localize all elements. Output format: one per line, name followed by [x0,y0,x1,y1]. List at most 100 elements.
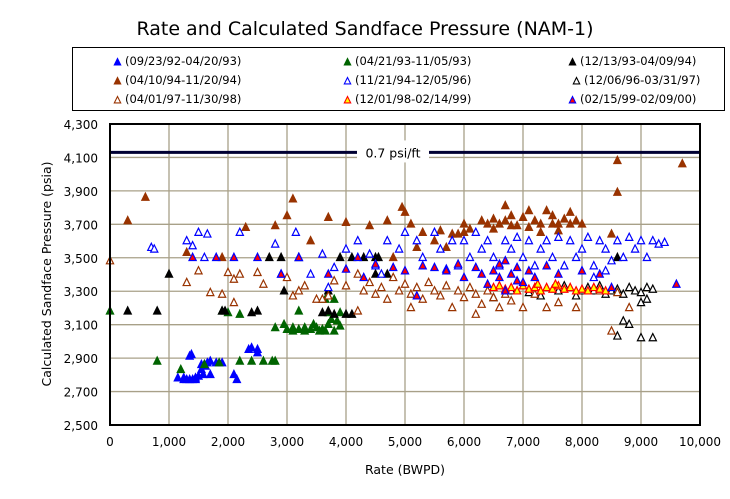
data-point [636,332,646,342]
data-point [565,206,575,216]
data-point [412,241,422,252]
data-point [547,251,558,262]
data-point [314,325,325,335]
data-point [359,285,369,295]
data-point [306,235,316,245]
data-point [542,302,552,312]
data-point [533,278,543,288]
data-point [382,215,392,225]
data-point [488,213,499,223]
data-point [193,226,204,236]
y-tick-label: 3,900 [64,185,98,199]
data-point [306,268,316,278]
data-point [459,272,469,282]
data-point [418,251,428,262]
legend-marker [568,56,577,65]
data-point [300,280,310,290]
data-point [559,213,569,223]
data-point [188,251,198,262]
data-point [332,315,342,325]
data-point [335,307,345,317]
reference-line-group: 0.7 psi/ft [110,140,700,163]
data-point [123,305,133,315]
data-point [329,261,339,272]
data-point [341,263,351,273]
data-point [429,261,440,272]
y-tick-label: 2,700 [64,386,98,400]
x-tick-label: 3,000 [270,435,304,449]
legend-marker-icon [113,56,122,65]
data-point [648,235,658,245]
data-point [406,302,416,312]
data-point [252,305,263,315]
data-point [571,290,581,300]
legend-marker [343,56,352,65]
legend-label: (12/01/98-02/14/99) [355,92,472,106]
data-point [288,193,298,203]
data-point [630,243,640,253]
data-point [477,268,487,278]
data-point [435,243,445,253]
y-tick-label: 2,500 [64,419,98,433]
legend-item: (12/06/96-03/31/97) [572,73,700,87]
legend-marker-icon [572,75,581,84]
data-point [276,251,286,262]
legend-label: (02/15/99-02/09/00) [580,92,697,106]
data-point [217,251,227,262]
data-point [123,215,133,225]
data-point [494,302,504,312]
data-point [453,285,463,295]
data-point [186,348,196,359]
x-tick-label: 9,000 [624,435,658,449]
data-point [542,205,552,215]
data-point [235,355,245,365]
x-tick-label: 5,000 [388,435,422,449]
y-axis-label: Calculated Sandface Pressure (psia) [39,161,54,386]
data-point [477,243,487,253]
legend-item: (12/01/98-02/14/99) [343,92,471,106]
data-point [347,251,357,262]
data-point [382,293,392,303]
data-point [359,272,369,282]
data-point [571,215,581,225]
data-point [406,218,416,228]
data-point [483,218,493,228]
data-point [329,325,339,335]
legend-marker [113,56,122,65]
data-point [677,158,687,168]
y-tick-label: 4,100 [64,151,98,165]
data-point [335,320,345,330]
legend-marker-icon [568,94,577,103]
data-point [382,235,392,245]
data-point [397,201,407,211]
x-tick-label: 2,000 [211,435,245,449]
data-point [577,243,587,253]
data-point [606,282,617,292]
data-point [198,368,208,379]
data-point [412,282,422,292]
data-point [488,292,499,302]
data-point [300,325,310,335]
data-point [279,285,289,295]
data-point [211,251,221,262]
data-point [190,374,201,384]
data-point [506,210,516,220]
data-point [477,298,487,308]
series-5 [146,226,670,292]
data-point [565,282,575,292]
data-point [232,374,242,384]
y-tick-label: 3,700 [64,218,98,232]
data-point [182,277,192,287]
data-point [671,278,681,288]
data-point [164,268,174,278]
data-point [606,255,617,265]
data-point [264,251,274,262]
legend-item: (04/01/97-11/30/98) [113,92,241,106]
data-point [258,355,268,365]
data-point [660,236,670,247]
data-point [176,363,186,374]
data-point [252,251,263,262]
y-tick-label: 3,500 [64,252,98,266]
data-point [270,238,280,248]
legend-label: (04/21/93-11/05/93) [355,54,472,68]
